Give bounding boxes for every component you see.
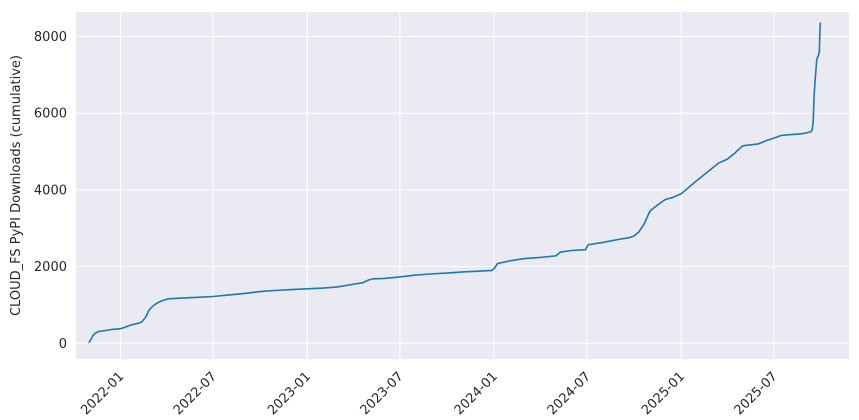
y-tick-label: 6000 [34,107,67,122]
y-tick-label: 0 [59,337,67,352]
x-tick-label: 2024-07 [545,369,594,418]
y-tick-label: 4000 [34,183,67,198]
x-tick-label: 2025-07 [732,369,781,418]
x-tick-label: 2022-01 [78,369,127,418]
y-axis-label: CLOUD_FS PyPI Downloads (cumulative) [9,55,24,316]
x-tick-label: 2022-07 [171,369,220,418]
series-layer [88,22,822,343]
y-tick-label: 8000 [34,30,67,45]
y-tick-label: 2000 [34,260,67,275]
plot-background [76,12,849,359]
x-tick-label: 2024-01 [452,369,501,418]
x-gridlines [120,12,775,359]
x-tick-label: 2023-01 [265,369,314,418]
x-tick-labels: 2022-01 2022-07 2023-01 2023-07 2024-01 2024-… [78,369,780,418]
x-tick-label: 2025-01 [639,369,688,418]
y-tick-labels: 0 2000 4000 6000 8000 [34,30,67,352]
x-tick-label: 2023-07 [358,369,407,418]
series-line [88,22,822,343]
y-gridlines [76,36,849,344]
